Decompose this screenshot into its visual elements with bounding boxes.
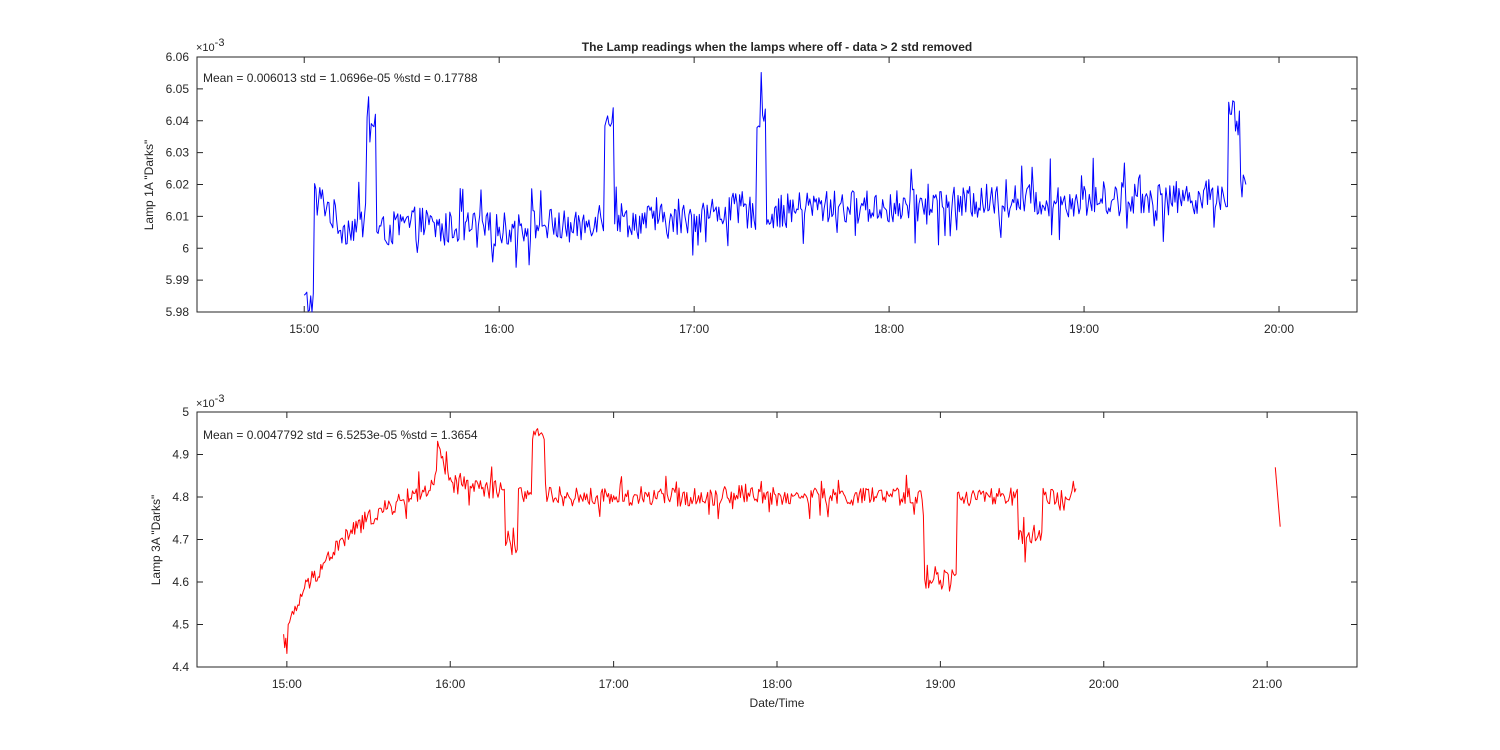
series-line-lamp-3a-segment-1 [283,428,1077,654]
x-tick-label: 20:00 [1264,322,1294,336]
series-line-lamp-1a-segment-1 [303,72,1247,313]
x-tick-label: 17:00 [679,322,709,336]
series-lamp-1a [303,72,1247,313]
y-tick-label: 6.02 [166,178,190,192]
x-tick-label: 17:00 [599,677,629,691]
stats-annotation-lamp-3a: Mean = 0.0047792 std = 6.5253e-05 %std =… [203,428,478,442]
y-tick-label: 4.4 [172,660,189,674]
series-line-lamp-3a-segment-2 [1274,467,1281,527]
y-tick-label: 5.99 [166,273,190,287]
plot-area-lamp-1a [196,56,1358,313]
y-axis-label-lamp-3a: Lamp 3A "Darks" [149,495,163,586]
y-scale-factor-lamp-1a: ×10-3 [196,37,224,54]
y-tick-label: 6.06 [166,50,190,64]
x-tick-label: 15:00 [289,322,319,336]
y-tick-label: 4.5 [172,618,189,632]
x-tick-label: 15:00 [272,677,302,691]
axes-lamp-1a: 15:00 16:00 17:00 18:00 19:00 20:00 5.98 5.99 6 6… [142,37,1358,336]
y-tick-label: 6.03 [166,146,190,160]
plot-area-lamp-3a [196,411,1358,668]
x-tick-label: 19:00 [1069,322,1099,336]
stats-annotation-lamp-1a: Mean = 0.006013 std = 1.0696e-05 %std = … [203,71,478,85]
y-tick-label: 4.7 [172,533,189,547]
y-scale-base-lamp-3a: ×10 [196,398,215,410]
x-tick-label: 19:00 [925,677,955,691]
y-scale-exponent-lamp-1a: -3 [215,37,225,49]
axes-lamp-3a: 15:00 16:00 17:00 18:00 19:00 20:00 21:00 4.4 4.… [149,393,1358,710]
x-tick-label: 18:00 [874,322,904,336]
ticks-lamp-3a: 15:00 16:00 17:00 18:00 19:00 20:00 21:00 4.4 4.… [172,405,1357,691]
y-scale-exponent-lamp-3a: -3 [215,393,225,405]
y-tick-label: 4.9 [172,448,189,462]
y-scale-factor-lamp-3a: ×10-3 [196,393,224,410]
y-tick-label: 4.8 [172,490,189,504]
y-tick-label: 6.01 [166,209,190,223]
x-axis-label: Date/Time [750,696,805,710]
ticks-lamp-1a: 15:00 16:00 17:00 18:00 19:00 20:00 5.98 5.99 6 6… [166,50,1357,336]
y-tick-label: 6.05 [166,82,190,96]
y-tick-label: 6 [182,241,189,255]
series-lamp-3a [283,428,1281,654]
y-tick-label: 6.04 [166,114,190,128]
x-tick-label: 16:00 [435,677,465,691]
x-tick-label: 21:00 [1252,677,1282,691]
y-tick-label: 5.98 [166,305,190,319]
x-tick-label: 18:00 [762,677,792,691]
y-axis-label-lamp-1a: Lamp 1A "Darks" [142,140,156,231]
y-tick-label: 5 [182,405,189,419]
x-tick-label: 20:00 [1089,677,1119,691]
y-tick-label: 4.6 [172,575,189,589]
x-tick-label: 16:00 [484,322,514,336]
chart-title: The Lamp readings when the lamps where o… [582,40,972,54]
y-scale-base-lamp-1a: ×10 [196,42,215,54]
